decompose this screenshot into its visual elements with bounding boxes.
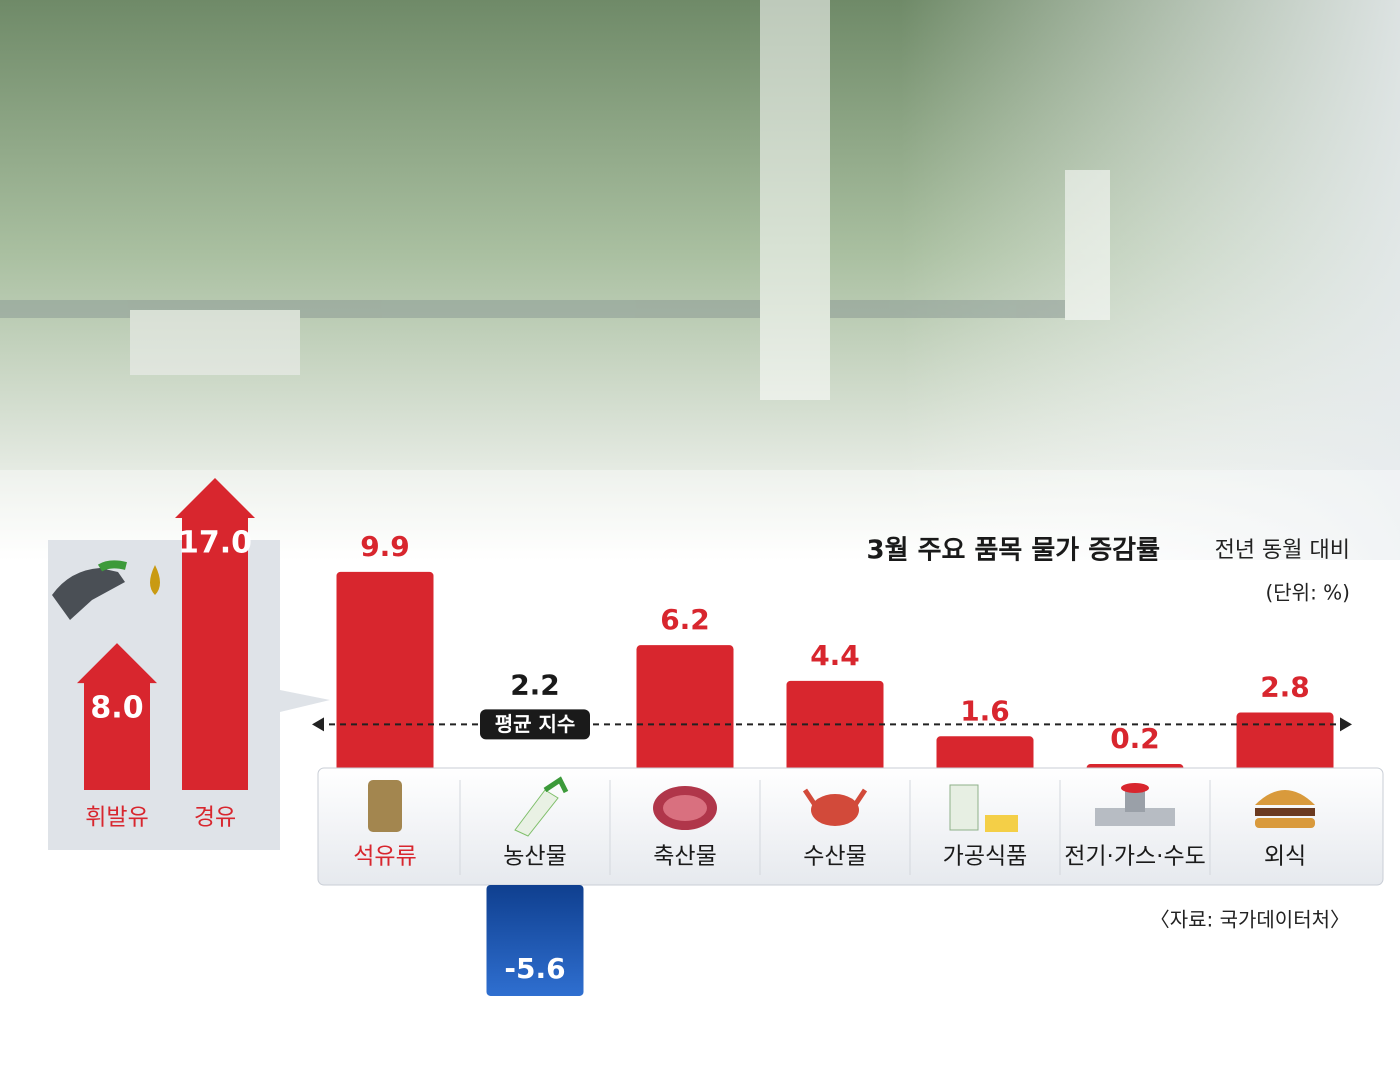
value-label: 4.4	[810, 639, 860, 672]
chart-title: 3월 주요 품목 물가 증감률	[867, 536, 1161, 566]
background-fade	[900, 0, 1400, 560]
arrow-bar	[175, 478, 255, 790]
category-label: 외식	[1264, 844, 1306, 870]
average-label: 평균 지수	[495, 712, 576, 736]
category-label: 경유	[194, 805, 236, 831]
category-icons	[368, 776, 1315, 837]
source-note: 〈자료: 국가데이터처〉	[1150, 908, 1350, 932]
category-label: 농산물	[503, 844, 566, 870]
value-label: 9.9	[360, 530, 410, 563]
panel-dividers	[459, 780, 1211, 875]
category-panel	[317, 767, 1384, 886]
category-label: 석유류	[353, 844, 416, 870]
value-label: 0.2	[1110, 722, 1160, 755]
chart-subtitle: 전년 동월 대비	[1215, 538, 1350, 563]
average-label-box	[480, 709, 590, 740]
category-label: 전기·가스·수도	[1064, 844, 1206, 870]
value-label: 6.2	[660, 603, 710, 636]
category-label: 축산물	[653, 844, 716, 870]
category-label: 휘발유	[85, 805, 148, 831]
shelf-lines	[0, 0, 1110, 400]
unit-label: (단위: %)	[1265, 581, 1350, 605]
category-label: 수산물	[803, 844, 866, 870]
bar	[1236, 712, 1334, 774]
value-label: 8.0	[90, 691, 143, 726]
bar	[936, 736, 1034, 774]
value-label: 1.6	[960, 694, 1010, 727]
average-value-label: 2.2	[510, 668, 560, 701]
bar	[336, 571, 434, 774]
fuel-nozzle-icon	[52, 560, 160, 620]
value-label: -5.6	[504, 952, 565, 985]
bar	[636, 645, 734, 774]
arrow-bar	[77, 643, 157, 790]
value-label: 17.0	[178, 526, 252, 561]
value-label: 2.8	[1260, 671, 1310, 704]
category-label: 가공식품	[943, 844, 1028, 870]
bar	[486, 885, 584, 996]
bar	[786, 680, 884, 774]
